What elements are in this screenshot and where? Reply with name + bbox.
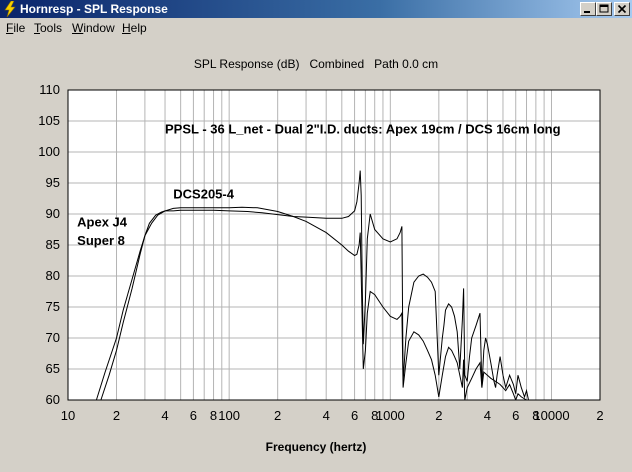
y-tick-label: 60 [46,392,60,407]
menu-bar: File Tools Window Help [0,18,632,38]
x-tick-label: 6 [190,408,197,423]
y-tick-label: 75 [46,299,60,314]
lightning-bolt-icon [4,1,16,17]
menu-file[interactable]: File [6,21,26,35]
title-bar: Hornresp - SPL Response [0,0,632,18]
x-tick-label: 4 [161,408,168,423]
x-tick-label: 8 [532,408,539,423]
chart-title: SPL Response (dB) Combined Path 0.0 cm [193,57,439,71]
x-tick-label: 10 [61,408,75,423]
x-tick-label: 2 [274,408,281,423]
x-tick-label: 6 [351,408,358,423]
maximize-button[interactable] [596,2,612,16]
x-axis-label: Frequency (hertz) [265,440,367,454]
minimize-button[interactable] [580,2,596,16]
chart-annotation: Apex J4 [77,214,128,229]
chart-annotation: Super 8 [77,233,125,248]
x-tick-label: 10000 [533,408,569,423]
y-tick-label: 105 [38,113,60,128]
y-tick-label: 110 [39,82,60,97]
series-line-1 [100,170,532,400]
y-tick-label: 100 [38,144,60,159]
close-icon [617,4,627,14]
y-tick-label: 85 [46,237,60,252]
x-tick-label: 2 [113,408,120,423]
x-tick-label: 1000 [376,408,405,423]
x-tick-label: 2 [435,408,442,423]
x-tick-label: 4 [484,408,491,423]
y-tick-label: 80 [46,268,60,283]
close-button[interactable] [614,2,630,16]
x-tick-label: 8 [371,408,378,423]
menu-window[interactable]: Window [72,21,115,35]
plot-border [67,89,601,401]
series-line-2 [95,206,532,400]
y-tick-label: 90 [46,206,60,221]
x-tick-label: 8 [210,408,217,423]
chart-annotation: PPSL - 36 L_net - Dual 2"I.D. ducts: Ape… [165,121,561,136]
y-tick-label: 70 [46,330,60,345]
x-tick-label: 2 [596,408,603,423]
minimize-icon [584,11,590,13]
x-tick-label: 6 [512,408,519,423]
menu-tools[interactable]: Tools [34,21,63,35]
chart-annotation: DCS205-4 [173,187,234,202]
y-tick-label: 95 [46,175,60,190]
x-tick-label: 4 [323,408,330,423]
x-tick-label: 100 [218,408,240,423]
window-title: Hornresp - SPL Response [20,2,168,16]
menu-help[interactable]: Help [122,21,147,35]
y-tick-label: 65 [46,361,60,376]
maximize-icon [599,4,609,13]
